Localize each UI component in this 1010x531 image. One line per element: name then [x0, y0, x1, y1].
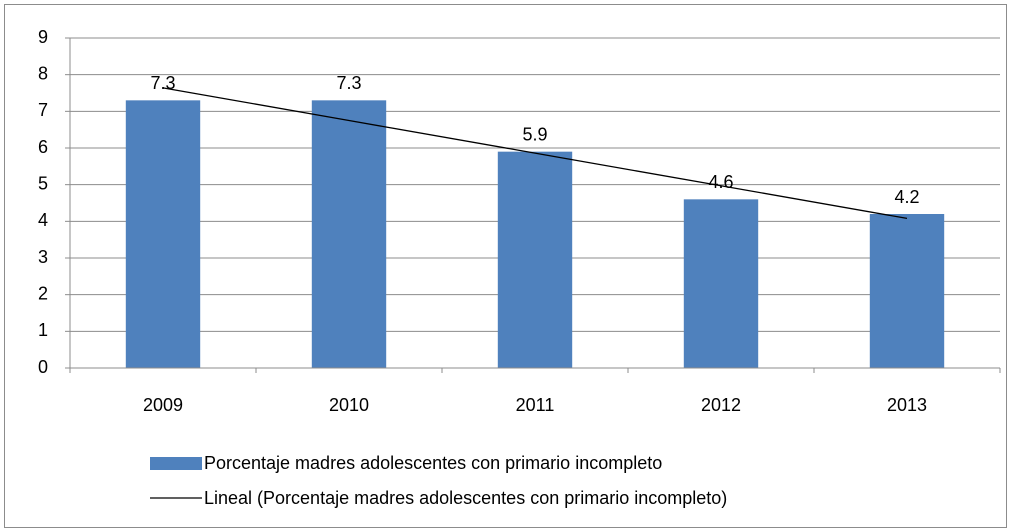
y-tick-label: 2	[38, 283, 48, 303]
x-tick-label: 2013	[887, 395, 927, 415]
bar	[683, 199, 759, 368]
bar	[125, 100, 201, 368]
legend-swatch	[150, 457, 202, 470]
y-tick-label: 1	[38, 320, 48, 340]
legend-label: Porcentaje madres adolescentes con prima…	[204, 453, 662, 473]
x-tick-label: 2011	[516, 395, 555, 415]
x-tick-label: 2012	[701, 395, 741, 415]
data-label: 7.3	[336, 73, 361, 93]
y-tick-label: 7	[38, 100, 48, 120]
x-tick-label: 2009	[143, 395, 183, 415]
y-tick-label: 9	[38, 27, 48, 47]
y-tick-label: 5	[38, 173, 48, 193]
data-label: 4.2	[894, 187, 919, 207]
legend-label: Lineal (Porcentaje madres adolescentes c…	[204, 488, 727, 508]
data-label: 7.3	[150, 73, 175, 93]
y-tick-label: 8	[38, 63, 48, 83]
bar	[497, 151, 573, 368]
data-label: 4.6	[708, 172, 733, 192]
y-tick-label: 6	[38, 137, 48, 157]
y-tick-label: 0	[38, 357, 48, 377]
trendline	[162, 87, 908, 220]
y-tick-label: 4	[38, 210, 48, 230]
data-label: 5.9	[522, 124, 547, 144]
bar	[869, 214, 945, 368]
bar	[311, 100, 387, 368]
x-tick-label: 2010	[329, 395, 369, 415]
y-tick-label: 3	[38, 247, 48, 267]
